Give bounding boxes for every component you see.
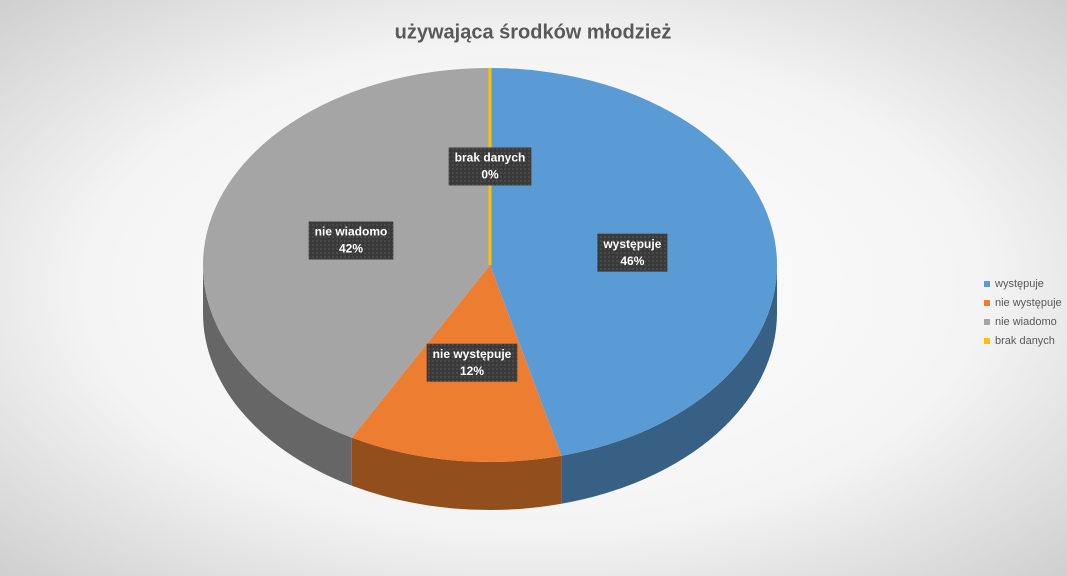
pie-side	[351, 437, 562, 510]
data-label-box	[448, 147, 532, 186]
data-label-box	[597, 233, 668, 272]
legend-label: brak danych	[995, 335, 1055, 347]
data-label-category: brak danych	[455, 151, 526, 165]
pie-side	[561, 265, 777, 504]
data-label-box	[426, 343, 518, 382]
legend-label: występuje	[994, 278, 1044, 290]
data-label: brak danych 0%	[448, 147, 532, 186]
data-label-value: 0%	[481, 168, 499, 182]
pie-side	[202, 265, 352, 486]
data-label-category: nie wiadomo	[315, 225, 388, 239]
data-label: występuje 46%	[597, 233, 668, 272]
data-label: nie wiadomo 42%	[308, 221, 394, 260]
data-label-category: nie występuje	[433, 347, 512, 361]
legend-swatch	[984, 300, 990, 306]
data-label-box	[308, 221, 394, 260]
legend-swatch	[984, 338, 990, 344]
legend-label: nie wiadomo	[995, 316, 1057, 328]
data-label: nie występuje 12%	[426, 343, 518, 382]
data-label-category: występuje	[602, 237, 661, 251]
chart-title: używająca środków młodzież	[395, 21, 672, 43]
legend-swatch	[984, 319, 990, 325]
data-label-value: 42%	[339, 242, 363, 256]
data-label-value: 12%	[460, 364, 484, 378]
legend-label: nie występuje	[995, 297, 1062, 309]
legend-swatch	[984, 281, 990, 287]
data-label-value: 46%	[620, 254, 644, 268]
